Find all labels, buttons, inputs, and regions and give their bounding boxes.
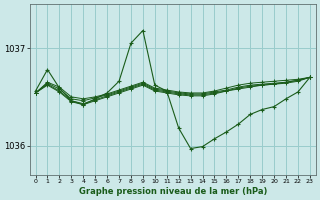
X-axis label: Graphe pression niveau de la mer (hPa): Graphe pression niveau de la mer (hPa)	[78, 187, 267, 196]
